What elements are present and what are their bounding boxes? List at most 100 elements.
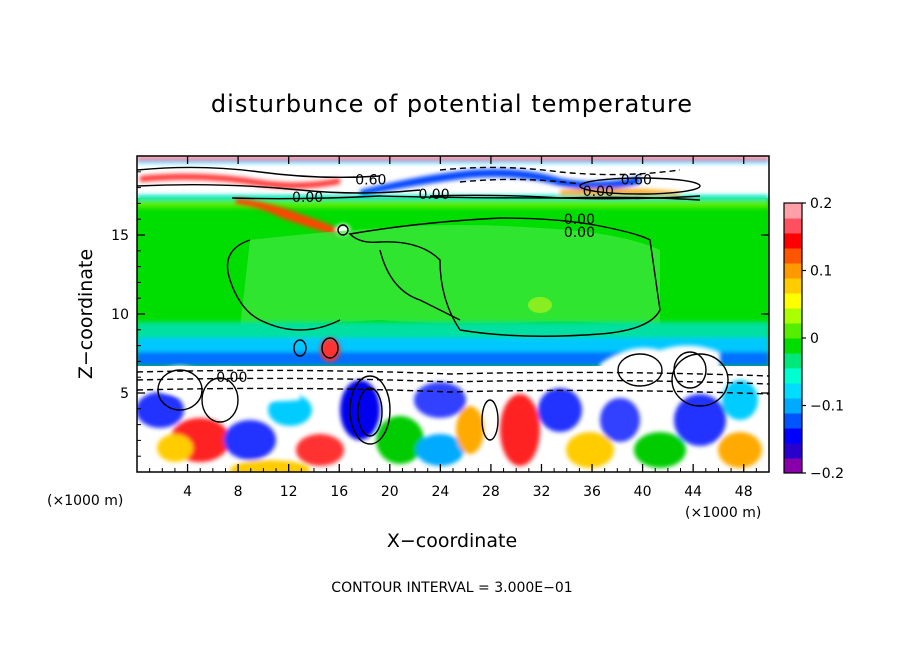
x-tick-label: 44: [684, 484, 702, 500]
contour-line: [673, 351, 707, 389]
field-blob: [157, 434, 193, 462]
field-blob: [538, 388, 582, 432]
x-tick-label: 48: [735, 484, 753, 500]
contour-labels: 0.60 0.600.00 0.00 0.000.000.000.00: [216, 173, 652, 387]
contour-label: 0.00: [418, 187, 449, 203]
colorbar-tick-label: −0.1: [810, 399, 844, 415]
field-blob: [500, 394, 540, 466]
colorbar-swatch: [784, 383, 802, 399]
colorbar-swatch: [784, 203, 802, 219]
contour-label: 0.60: [355, 173, 386, 189]
contour-line-dashed: [459, 178, 581, 185]
field-blob: [296, 434, 344, 466]
contour-line: [617, 353, 663, 387]
contour-line: [137, 166, 381, 179]
contour-line: [337, 224, 349, 236]
field-upper-blue-streak: [360, 169, 640, 196]
colorbar-swatch: [784, 323, 802, 339]
field-blob: [634, 432, 686, 468]
field-light-green-spot: [528, 297, 552, 313]
y-tick-label: 10: [111, 307, 129, 323]
y-tick-label: 15: [111, 228, 129, 244]
x-tick-label: 40: [634, 484, 652, 500]
field-blob: [456, 406, 484, 454]
contour-zero-line: [348, 217, 661, 337]
field-upper-red-streak: [140, 173, 340, 189]
field-blob: [414, 382, 466, 418]
colorbar-swatch: [784, 308, 802, 324]
contour-label: 0.00: [583, 184, 614, 200]
field-blob: [224, 420, 276, 460]
x-tick-label: 28: [482, 484, 500, 500]
contour-label: 0.00: [292, 190, 323, 206]
field-band-cyan: [137, 338, 769, 354]
colorbar-swatch: [784, 338, 802, 354]
contour-label: 0.00: [216, 370, 247, 386]
contour-line-dashed: [137, 377, 769, 385]
x-tick-label: 8: [234, 484, 243, 500]
field-blob: [376, 416, 424, 464]
field-blob: [722, 380, 758, 420]
field-blob: [566, 432, 614, 468]
field-blob: [137, 392, 184, 428]
contour-label: 0.60: [621, 173, 652, 189]
colorbar-tick-label: −0.2: [810, 466, 844, 482]
x-axis-label: X−coordinate: [387, 530, 517, 552]
contour-line-dashed: [137, 369, 769, 377]
field-stripe-red: [137, 157, 769, 160]
contour-line: [671, 353, 729, 407]
contour-line: [157, 369, 203, 411]
x-tick-label: 12: [280, 484, 298, 500]
field-blob: [268, 394, 312, 426]
x-tick-label: 24: [431, 484, 449, 500]
contour-zero-line: [379, 249, 461, 321]
colorbar-swatch: [784, 248, 802, 264]
colorbar-tick-label: 0: [810, 331, 819, 347]
y-tick-label: 5: [120, 386, 129, 402]
contour-label: 0.00: [564, 212, 595, 228]
x-tick-label: 36: [583, 484, 601, 500]
contour-line-dashed: [439, 166, 681, 176]
colorbar-swatch: [784, 278, 802, 294]
contour-zero-line: [226, 239, 341, 331]
x-tick-label: 4: [183, 484, 192, 500]
y-axis-label: Z−coordinate: [75, 249, 97, 379]
colorbar-tick-label: 0.1: [810, 264, 832, 280]
contour-line: [357, 387, 383, 437]
field-blob: [340, 380, 380, 440]
colorbar-swatch: [784, 353, 802, 369]
field-stripe-cyan: [137, 160, 769, 163]
contour-line: [481, 399, 499, 441]
colorbar-swatch: [784, 413, 802, 429]
field-anvil-west: [236, 198, 345, 236]
heatmap-field: [137, 156, 769, 472]
x-unit-label: (×1000 m): [47, 493, 123, 509]
contour-line: [293, 339, 307, 357]
contour-line: [579, 177, 701, 195]
contour-zero-line: [231, 195, 701, 201]
x-tick-label: 16: [330, 484, 348, 500]
colorbar-swatch: [784, 233, 802, 249]
y-axis: 5 10 15: [111, 171, 769, 457]
contour-line: [349, 375, 391, 445]
colorbar-swatch: [784, 428, 802, 444]
contour-lines: [137, 166, 769, 445]
field-blob: [230, 460, 310, 472]
colorbar-swatch: [784, 458, 802, 474]
colorbar-swatch: [784, 398, 802, 414]
contour-line-dashed: [137, 387, 769, 395]
colorbar-tick-label: 0.2: [810, 196, 832, 212]
field-tropopause-green: [137, 200, 769, 208]
contour-label: 0.00: [564, 225, 595, 241]
chart-title: disturbunce of potential temperature: [211, 90, 693, 118]
colorbar-swatch: [784, 443, 802, 459]
field-blob: [416, 434, 464, 466]
x-tick-label: 32: [533, 484, 551, 500]
field-blob: [600, 398, 640, 442]
colorbar-swatch: [784, 293, 802, 309]
field-blob: [674, 394, 726, 446]
x-axis: 4 8 12 16 20 24 28 32 36 40 44 48: [149, 156, 757, 500]
colorbar-swatch: [784, 263, 802, 279]
colorbar-swatch: [784, 368, 802, 384]
